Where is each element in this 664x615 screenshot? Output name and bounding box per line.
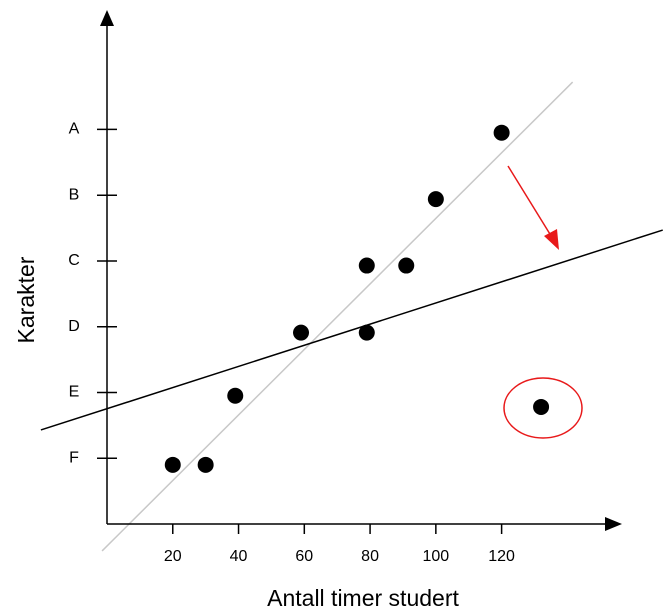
data-point xyxy=(427,191,444,208)
x-tick-label: 60 xyxy=(295,548,313,565)
y-tick-label: D xyxy=(68,318,80,335)
trend-lines xyxy=(40,81,663,552)
data-point xyxy=(358,257,375,274)
data-point xyxy=(533,398,550,415)
data-point xyxy=(293,324,310,341)
trend-line xyxy=(40,229,663,431)
x-axis-title: Antall timer studert xyxy=(267,585,459,611)
trend-line xyxy=(101,81,574,552)
data-point xyxy=(398,257,415,274)
y-axis-title: Karakter xyxy=(13,256,39,343)
annotation-arrowhead xyxy=(544,229,559,250)
data-point xyxy=(227,387,244,404)
y-tick-label: A xyxy=(69,121,80,138)
data-point xyxy=(358,324,375,341)
y-tick-label: C xyxy=(68,252,80,269)
data-point xyxy=(164,456,181,473)
x-tick-label: 20 xyxy=(164,548,182,565)
x-axis-arrow xyxy=(605,517,622,531)
y-axis-arrow xyxy=(100,10,114,26)
y-tick-label: B xyxy=(69,186,80,203)
y-tick-label: E xyxy=(69,384,80,401)
data-point xyxy=(493,124,510,141)
outlier-circle xyxy=(503,377,583,439)
y-tick-label: F xyxy=(69,449,79,466)
annotation-arrow xyxy=(507,165,554,240)
x-tick-label: 40 xyxy=(230,548,248,565)
x-tick-label: 100 xyxy=(422,548,449,565)
x-tick-label: 80 xyxy=(361,548,379,565)
x-tick-label: 120 xyxy=(488,548,515,565)
data-point xyxy=(197,456,214,473)
